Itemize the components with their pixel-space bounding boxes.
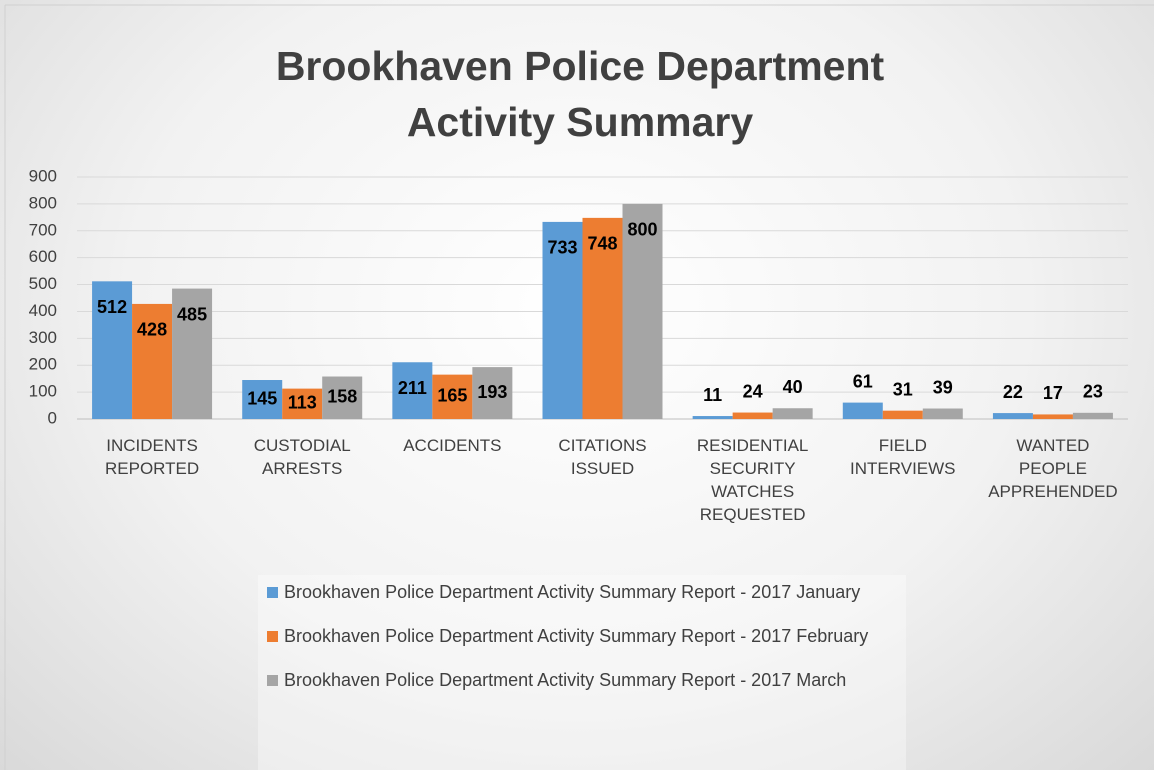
bar xyxy=(432,374,473,419)
bar xyxy=(282,388,323,419)
data-label: 23 xyxy=(1083,382,1103,402)
legend-swatch xyxy=(267,675,278,686)
bar xyxy=(882,410,923,419)
data-label: 512 xyxy=(97,297,127,317)
legend-swatch xyxy=(267,631,278,642)
data-label: 31 xyxy=(893,379,913,399)
data-label: 733 xyxy=(547,238,577,258)
y-tick-label: 600 xyxy=(29,247,57,266)
data-label: 11 xyxy=(703,385,722,405)
x-tick-label: FIELD INTERVIEWS xyxy=(850,436,956,478)
data-label: 800 xyxy=(627,220,657,240)
x-tick-label: ACCIDENTS xyxy=(403,436,502,455)
y-tick-label: 100 xyxy=(29,382,57,401)
bar xyxy=(582,217,623,419)
y-tick-label: 800 xyxy=(29,193,57,212)
x-tick-label: CITATIONS ISSUED xyxy=(558,436,647,478)
data-label: 158 xyxy=(327,387,357,407)
legend-swatch xyxy=(267,587,278,598)
data-label: 145 xyxy=(247,388,277,408)
data-label: 113 xyxy=(288,393,317,413)
y-tick-label: 200 xyxy=(29,355,57,374)
bar xyxy=(392,362,433,419)
data-label: 39 xyxy=(933,377,953,397)
data-label: 40 xyxy=(783,377,803,397)
y-tick-label: 700 xyxy=(29,220,57,239)
legend-entry: Brookhaven Police Department Activity Su… xyxy=(267,666,906,695)
bar xyxy=(1032,414,1073,419)
y-tick-label: 300 xyxy=(29,328,57,347)
data-label: 165 xyxy=(437,386,467,406)
bar xyxy=(622,203,663,419)
bar xyxy=(1072,412,1113,419)
y-tick-label: 400 xyxy=(29,301,57,320)
x-tick-label: INCIDENTS REPORTED xyxy=(104,436,200,478)
legend-label: Brookhaven Police Department Activity Su… xyxy=(284,582,861,602)
bar xyxy=(172,288,213,419)
x-tick-label: CUSTODIAL ARRESTS xyxy=(253,436,351,478)
bar xyxy=(842,402,883,419)
data-label: 61 xyxy=(853,371,873,391)
bar xyxy=(132,303,173,419)
x-tick-label: WANTED PEOPLE APPREHENDED xyxy=(988,436,1118,501)
bar xyxy=(692,416,733,419)
bar xyxy=(542,221,583,419)
data-label: 193 xyxy=(477,382,507,402)
bar xyxy=(92,281,133,419)
y-tick-label: 0 xyxy=(48,408,57,427)
legend: Brookhaven Police Department Activity Su… xyxy=(258,575,906,770)
x-tick-label: RESIDENTIAL SECURITY WATCHES REQUESTED xyxy=(696,436,809,524)
data-label: 17 xyxy=(1043,383,1063,403)
bar xyxy=(322,376,363,419)
legend-label: Brookhaven Police Department Activity Su… xyxy=(284,670,847,690)
bar xyxy=(992,413,1033,419)
bar xyxy=(242,380,283,419)
data-label: 24 xyxy=(743,381,763,401)
data-label: 22 xyxy=(1003,382,1023,402)
legend-entry: Brookhaven Police Department Activity Su… xyxy=(267,578,906,607)
bar xyxy=(922,408,963,419)
bar xyxy=(472,367,513,419)
y-tick-label: 900 xyxy=(29,166,57,185)
data-label: 485 xyxy=(177,304,207,324)
bar xyxy=(732,412,773,419)
bar xyxy=(772,408,813,419)
data-label: 748 xyxy=(587,234,617,254)
data-label: 211 xyxy=(398,378,427,398)
legend-entry: Brookhaven Police Department Activity Su… xyxy=(267,622,906,651)
legend-label: Brookhaven Police Department Activity Su… xyxy=(284,626,869,646)
data-label: 428 xyxy=(137,320,167,340)
y-tick-label: 500 xyxy=(29,274,57,293)
chart-title: Brookhaven Police Department Activity Su… xyxy=(275,43,885,145)
